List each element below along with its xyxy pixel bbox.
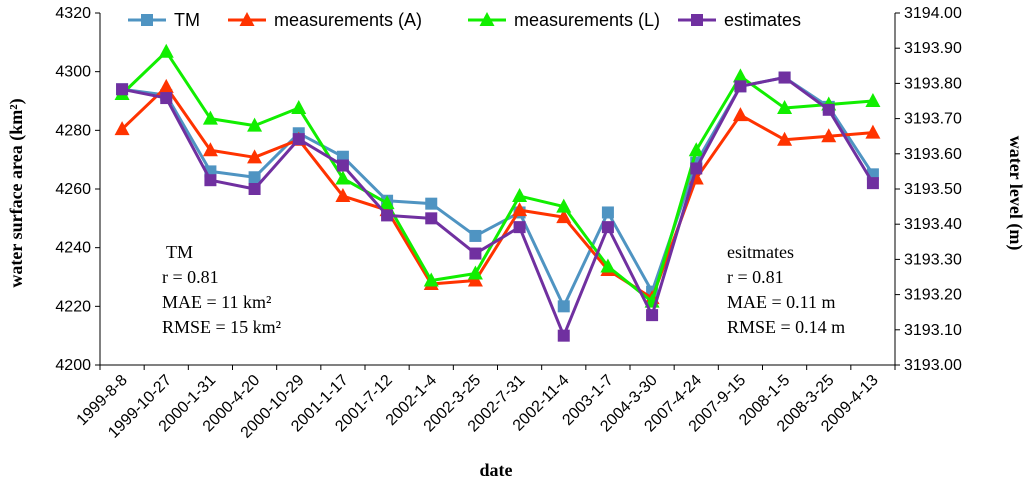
left-tick-label: 4220 bbox=[55, 298, 91, 315]
left-tick-label: 4320 bbox=[55, 5, 91, 22]
data-point bbox=[469, 229, 482, 242]
right-tick-label: 3193.20 bbox=[904, 287, 962, 304]
legend-marker bbox=[141, 14, 153, 26]
data-point bbox=[114, 121, 130, 136]
data-point bbox=[557, 329, 570, 342]
series-measurements-l bbox=[114, 43, 881, 308]
right-tick-label: 3193.60 bbox=[904, 146, 962, 163]
chart-axes: 4200 4220 4240 4260 4280 4300 4320 3193.00 3193.… bbox=[55, 5, 962, 374]
data-point bbox=[160, 92, 173, 105]
left-tick-label: 4240 bbox=[55, 240, 91, 257]
estimates-stat-line: RMSE = 0.14 m bbox=[727, 317, 845, 337]
data-point bbox=[248, 171, 261, 184]
right-tick-label: 3193.80 bbox=[904, 75, 962, 92]
right-tick-label: 3193.00 bbox=[904, 357, 962, 374]
data-point bbox=[291, 100, 307, 115]
tm-stat-line: MAE = 11 km² bbox=[162, 292, 271, 312]
data-point bbox=[732, 68, 748, 83]
chart-legend: TM measurements (A) measurements (L) estima… bbox=[128, 10, 801, 30]
legend-marker bbox=[479, 12, 495, 26]
right-tick-label: 3193.40 bbox=[904, 216, 962, 233]
legend-label: TM bbox=[174, 10, 200, 30]
data-point bbox=[556, 198, 572, 213]
tm-stat-line: TM bbox=[166, 242, 193, 262]
data-point bbox=[381, 209, 394, 222]
data-point bbox=[335, 170, 351, 185]
right-tick-label: 3193.50 bbox=[904, 181, 962, 198]
data-point bbox=[467, 272, 483, 287]
data-point bbox=[512, 202, 528, 217]
data-point bbox=[778, 71, 791, 84]
data-point bbox=[865, 93, 881, 107]
left-tick-label: 4260 bbox=[55, 181, 91, 198]
series-line bbox=[121, 50, 874, 304]
right-axis-title: water level (m) bbox=[1005, 136, 1024, 251]
chart-annotations: TM r = 0.81 MAE = 11 km² RMSE = 15 km² esitm… bbox=[162, 242, 845, 337]
data-point bbox=[336, 159, 349, 172]
x-tick-labels: 1999-8-81999-10-272000-1-312000-4-202000… bbox=[74, 372, 882, 442]
data-point bbox=[690, 162, 703, 175]
data-point bbox=[335, 188, 351, 203]
series-line bbox=[121, 85, 874, 300]
estimates-stat-line: esitmates bbox=[727, 242, 794, 262]
right-tick-label: 3193.90 bbox=[904, 40, 962, 57]
data-point bbox=[247, 149, 263, 164]
data-point bbox=[469, 247, 482, 260]
data-point bbox=[248, 183, 261, 195]
data-point bbox=[601, 221, 614, 234]
data-point bbox=[777, 100, 793, 115]
data-point bbox=[467, 265, 483, 280]
data-point bbox=[158, 78, 174, 93]
left-axis-title: water surface area (km²) bbox=[6, 98, 27, 287]
data-point bbox=[777, 131, 793, 146]
x-axis-title: date bbox=[480, 460, 513, 480]
data-point bbox=[158, 43, 174, 58]
data-point bbox=[734, 80, 747, 93]
left-tick-label: 4280 bbox=[55, 122, 91, 139]
data-point bbox=[557, 300, 570, 313]
legend-marker bbox=[691, 14, 703, 26]
legend-label: estimates bbox=[724, 10, 801, 30]
right-tick-label: 3193.70 bbox=[904, 111, 962, 128]
estimates-stat-line: MAE = 0.11 m bbox=[727, 292, 835, 312]
data-point bbox=[688, 142, 704, 157]
estimates-stat-line: r = 0.81 bbox=[727, 267, 784, 287]
data-point bbox=[202, 110, 218, 125]
data-point bbox=[556, 209, 572, 224]
data-point bbox=[732, 107, 748, 122]
data-point bbox=[423, 272, 439, 287]
series-estimates bbox=[116, 71, 879, 342]
legend-label: measurements (A) bbox=[274, 10, 422, 30]
data-point bbox=[821, 128, 837, 143]
data-point bbox=[247, 117, 263, 132]
legend-label: measurements (L) bbox=[514, 10, 660, 30]
series-line bbox=[121, 76, 875, 338]
left-tick-label: 4200 bbox=[55, 357, 91, 374]
tm-stat-line: RMSE = 15 km² bbox=[162, 317, 281, 337]
chart-series bbox=[114, 43, 881, 342]
tm-stat-line: r = 0.81 bbox=[162, 267, 219, 287]
data-point bbox=[204, 174, 217, 187]
data-point bbox=[865, 124, 881, 139]
data-point bbox=[379, 195, 395, 210]
data-point bbox=[425, 212, 438, 225]
data-point bbox=[202, 142, 218, 157]
data-point bbox=[116, 83, 129, 96]
data-point bbox=[600, 258, 616, 273]
data-point bbox=[425, 197, 438, 210]
legend-marker bbox=[239, 12, 255, 26]
data-point bbox=[866, 177, 879, 190]
right-tick-label: 3193.30 bbox=[904, 251, 962, 268]
right-tick-label: 3193.10 bbox=[904, 322, 962, 339]
right-tick-label: 3194.00 bbox=[904, 5, 962, 22]
data-point bbox=[601, 206, 614, 219]
data-point bbox=[512, 188, 528, 203]
left-tick-label: 4300 bbox=[55, 64, 91, 81]
data-point bbox=[513, 221, 526, 234]
data-point bbox=[292, 133, 305, 146]
data-point bbox=[822, 103, 835, 116]
data-point bbox=[646, 309, 659, 322]
